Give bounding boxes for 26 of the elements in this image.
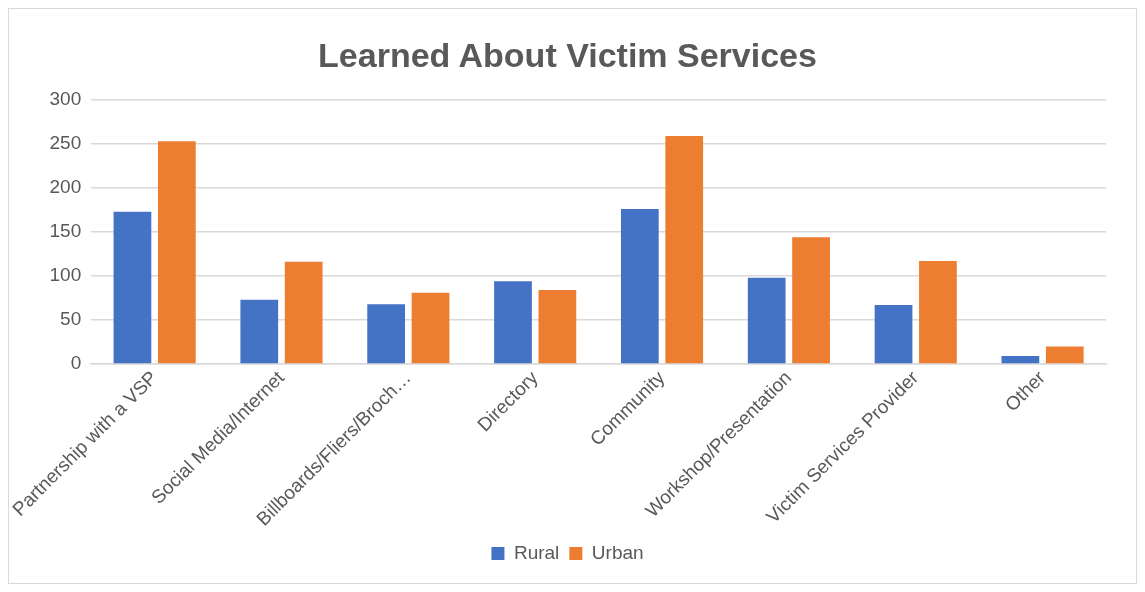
bar	[367, 304, 405, 364]
y-tick-label: 100	[49, 264, 82, 286]
y-tick-label: 50	[60, 308, 82, 330]
bar	[157, 141, 196, 364]
y-tick-label: 150	[49, 220, 82, 242]
bar	[113, 211, 152, 364]
bar	[1001, 356, 1040, 364]
bar	[538, 290, 577, 364]
bar	[494, 281, 532, 364]
y-tick-label: 250	[49, 132, 82, 154]
y-tick-label: 300	[49, 88, 82, 110]
legend-label: Urban	[591, 541, 644, 563]
bar	[620, 209, 659, 364]
bar	[240, 299, 279, 364]
bar	[1045, 346, 1084, 364]
bar	[792, 237, 830, 364]
chart-title: Learned About Victim Services	[318, 35, 817, 74]
bar	[747, 277, 786, 364]
legend-label: Rural	[513, 541, 560, 563]
bar	[284, 261, 323, 364]
bar	[874, 305, 913, 364]
bar	[919, 260, 957, 364]
y-tick-label: 0	[70, 352, 82, 374]
bar	[411, 292, 450, 364]
bar	[665, 135, 704, 364]
y-tick-label: 200	[49, 176, 82, 198]
